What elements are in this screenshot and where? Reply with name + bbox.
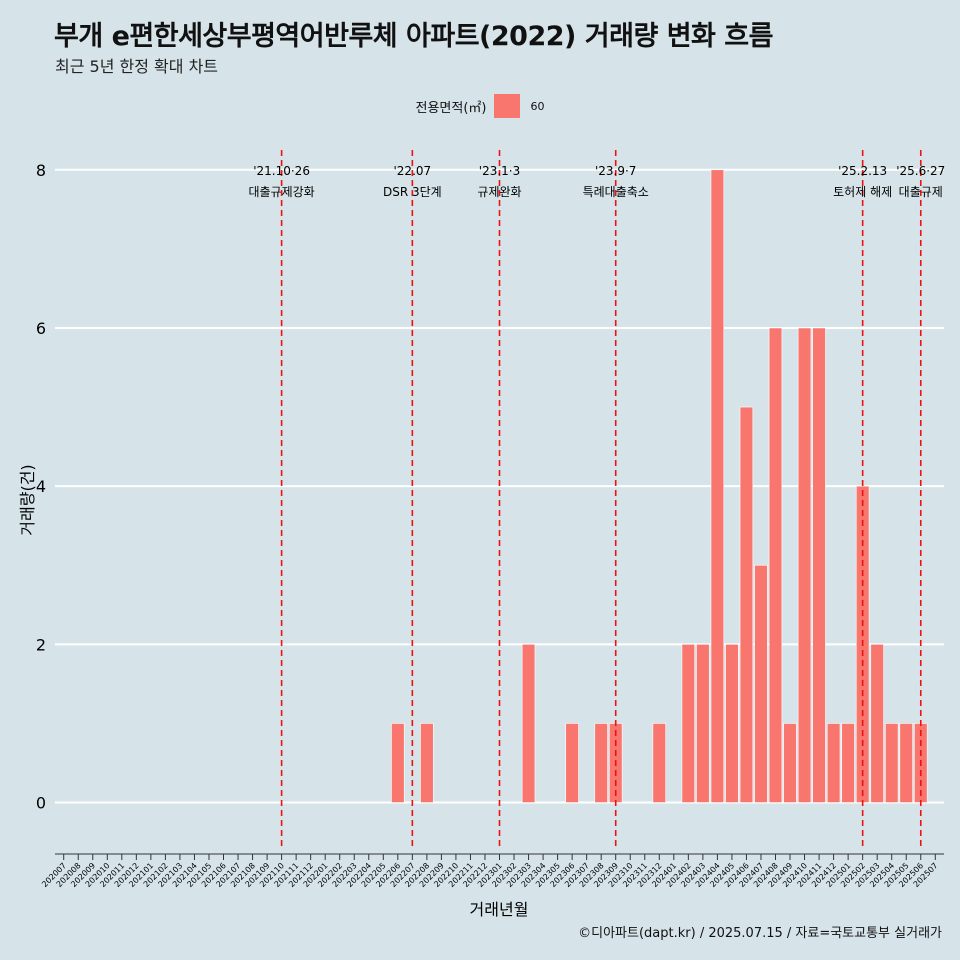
bar xyxy=(565,723,579,803)
y-axis-title: 거래량(건) xyxy=(18,464,37,535)
event-date-label: '25.2.13 xyxy=(838,164,887,178)
event-date-label: '25.6·27 xyxy=(896,164,945,178)
bar xyxy=(594,723,608,803)
chart-subtitle: 최근 5년 한정 확대 차트 xyxy=(55,57,219,76)
bar xyxy=(696,644,710,803)
bar xyxy=(783,723,797,803)
event-date-label: '23.1·3 xyxy=(479,164,520,178)
y-tick-label: 0 xyxy=(36,794,46,813)
bar xyxy=(739,406,754,803)
y-tick-label: 4 xyxy=(36,477,46,496)
y-tick-label: 8 xyxy=(36,161,46,180)
y-tick-label: 2 xyxy=(36,635,46,654)
legend: 전용면적(㎡) 60 xyxy=(0,94,960,118)
event-description-label: 대출규제 xyxy=(899,185,943,199)
bar xyxy=(885,723,899,803)
bar xyxy=(521,644,536,803)
legend-label: 60 xyxy=(530,99,545,113)
event-description-label: DSR 3단계 xyxy=(383,185,442,199)
bar xyxy=(420,723,434,803)
bar xyxy=(754,564,768,803)
event-description-label: 토허제 해제 xyxy=(833,185,892,199)
bar xyxy=(812,327,826,803)
bar xyxy=(797,327,812,803)
bar xyxy=(870,644,884,803)
bar xyxy=(841,723,855,803)
event-date-label: '22.07 xyxy=(394,164,432,178)
event-description-label: 특례대출축소 xyxy=(583,185,649,199)
bar xyxy=(725,644,739,803)
event-description-label: 대출규제강화 xyxy=(248,185,314,199)
bar xyxy=(826,723,841,803)
bar xyxy=(681,644,696,803)
y-tick-label: 6 xyxy=(36,319,46,338)
event-date-label: '23.9·7 xyxy=(595,164,636,178)
chart-title: 부개 e편한세상부평역어반루체 아파트(2022) 거래량 변화 흐름 xyxy=(54,21,773,52)
event-description-label: 규제완화 xyxy=(477,185,521,199)
x-axis-title: 거래년월 xyxy=(470,900,529,919)
bar xyxy=(710,169,725,803)
legend-key xyxy=(494,94,521,118)
event-date-label: '21.10·26 xyxy=(253,164,310,178)
bar xyxy=(391,723,405,803)
bar xyxy=(652,723,666,803)
legend-title: 전용면적(㎡) xyxy=(415,100,487,116)
bar xyxy=(899,723,913,803)
bar xyxy=(768,327,783,803)
source-caption: ©디아파트(dapt.kr) / 2025.07.15 / 자료=국토교통부 실… xyxy=(578,926,942,941)
